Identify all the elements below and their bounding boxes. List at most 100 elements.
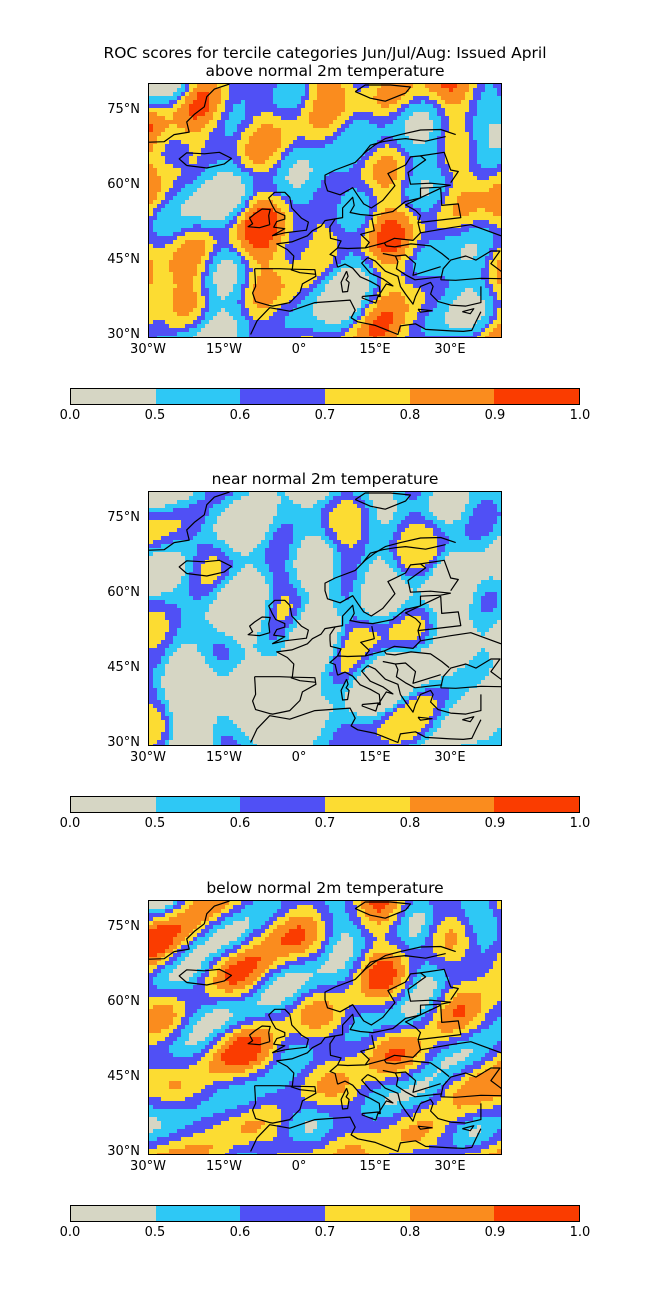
contour-cell	[449, 540, 494, 545]
contour-cell	[217, 985, 246, 990]
contour-cell	[465, 1025, 478, 1030]
contour-cell	[417, 256, 462, 261]
contour-cell	[209, 937, 238, 942]
contour-cell	[253, 256, 274, 261]
contour-cell	[285, 568, 298, 573]
contour-cell	[181, 168, 206, 173]
contour-cell	[425, 640, 434, 645]
contour-cell	[473, 92, 482, 97]
contour-cell	[397, 164, 406, 169]
contour-cell	[477, 104, 501, 109]
contour-cell	[209, 120, 218, 125]
contour-cell	[209, 1153, 226, 1154]
contour-cell	[149, 712, 162, 717]
contour-cell	[253, 188, 278, 193]
contour-cell	[237, 572, 262, 577]
contour-cell	[333, 1125, 390, 1130]
contour-cell	[493, 288, 501, 293]
contour-cell	[245, 732, 322, 737]
contour-cell	[413, 1073, 434, 1078]
contour-cell	[221, 248, 230, 253]
contour-cell	[461, 224, 498, 229]
contour-cell	[237, 216, 246, 221]
contour-cell	[429, 1049, 442, 1054]
contour-cell	[165, 616, 182, 621]
contour-cell	[477, 100, 501, 105]
contour-cell	[305, 929, 318, 934]
contour-cell	[421, 248, 462, 253]
contour-cell	[421, 1137, 438, 1142]
contour-cell	[429, 1061, 442, 1066]
contour-cell	[313, 168, 350, 173]
contour-cell	[345, 1033, 370, 1038]
contour-cell	[181, 552, 198, 557]
contour-cell	[489, 264, 498, 269]
contour-cell	[265, 1073, 298, 1078]
contour-cell	[257, 192, 274, 197]
contour-cell	[453, 997, 482, 1002]
contour-cell	[333, 644, 342, 649]
contour-cell	[397, 993, 406, 998]
coastline	[367, 1074, 482, 1124]
contour-cell	[417, 985, 438, 990]
contour-cell	[213, 600, 266, 605]
contour-cell	[213, 112, 222, 117]
contour-cell	[489, 332, 501, 337]
contour-cell	[225, 296, 242, 301]
contour-cell	[213, 728, 242, 733]
contour-cell	[309, 953, 322, 958]
contour-cell	[281, 128, 338, 133]
contour-cell	[409, 244, 418, 249]
contour-cell	[217, 108, 226, 113]
colorbar-segment	[240, 1206, 326, 1221]
contour-cell	[317, 921, 326, 926]
contour-cell	[481, 1005, 494, 1010]
contour-cell	[425, 921, 434, 926]
contour-cell	[177, 1025, 186, 1030]
contour-cell	[149, 620, 170, 625]
contour-cell	[189, 156, 198, 161]
contour-cell	[433, 640, 501, 645]
contour-cell	[405, 264, 414, 269]
contour-cell	[301, 584, 330, 589]
contour-cell	[429, 925, 438, 930]
contour-cell	[201, 652, 214, 657]
contour-cell	[249, 1061, 262, 1066]
contour-cell	[197, 969, 206, 974]
contour-cell	[281, 192, 314, 197]
contour-cell	[437, 981, 446, 986]
contour-cell	[265, 556, 290, 561]
contour-cell	[449, 712, 501, 717]
contour-cell	[469, 688, 501, 693]
contour-cell	[485, 973, 501, 978]
contour-cell	[149, 124, 154, 129]
contour-cell	[469, 941, 478, 946]
contour-cell	[353, 584, 362, 589]
contour-cell	[397, 925, 410, 930]
contour-cell	[457, 937, 470, 942]
contour-cell	[293, 308, 314, 313]
contour-cell	[409, 256, 418, 261]
contour-cell	[481, 164, 498, 169]
coastline	[337, 217, 375, 250]
contour-cell	[361, 248, 370, 253]
contour-cell	[273, 1033, 290, 1038]
lat-label-60n: 60°N	[107, 585, 140, 600]
contour-cell	[361, 965, 366, 970]
contour-cell	[345, 100, 378, 105]
contour-cell	[149, 496, 190, 501]
contour-cell	[153, 224, 194, 229]
contour-cell	[301, 288, 314, 293]
contour-cell	[361, 989, 394, 994]
contour-cell	[377, 656, 474, 661]
contour-cell	[277, 608, 290, 613]
contour-cell	[177, 604, 210, 609]
coastline	[420, 968, 459, 1001]
contour-cell	[409, 965, 422, 970]
contour-cell	[285, 913, 322, 918]
contour-cell	[305, 949, 318, 954]
contour-cell	[213, 244, 234, 249]
contour-cell	[149, 512, 210, 517]
contour-cell	[221, 564, 234, 569]
contour-cell	[277, 604, 294, 609]
